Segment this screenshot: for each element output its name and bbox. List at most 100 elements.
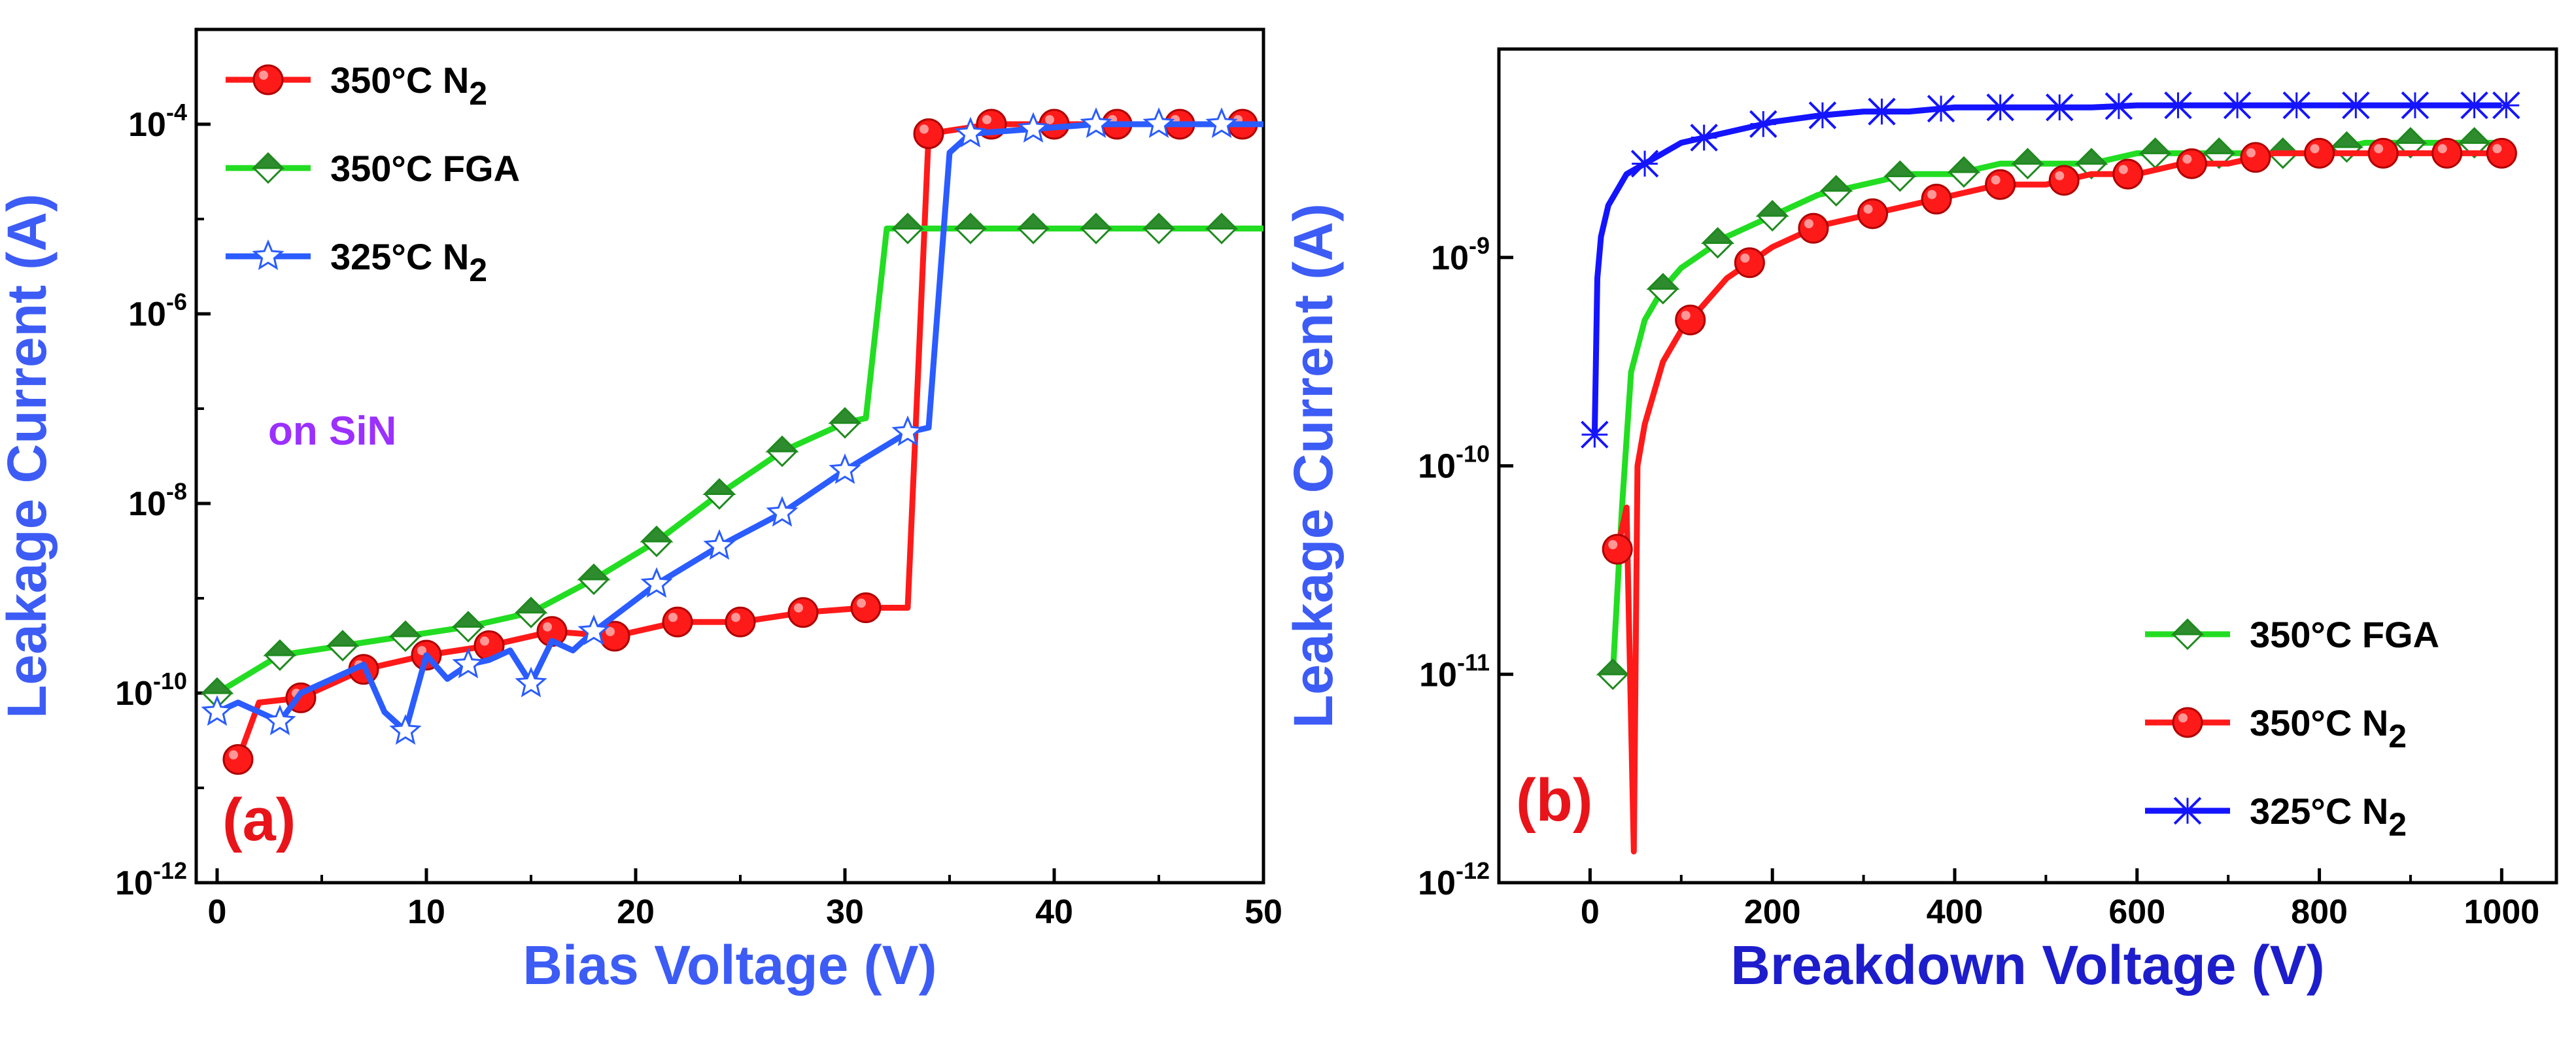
panel-b-y-tick-exp: -12 (1456, 857, 1490, 884)
panel-b-legend-marker-top (2171, 618, 2205, 636)
panel-b-data-point (2394, 127, 2428, 159)
panel-b-data-point-shine (2246, 148, 2256, 158)
panel-b-data-point (1947, 156, 1981, 188)
panel-b-chart: 0 200 400 600 800 100010-1210-1110-1010-9Brea… (1282, 47, 2558, 996)
panel-b-data-point-fill (2486, 137, 2517, 169)
panel-a-x-tick-label: 20 (617, 893, 655, 931)
panel-a-legend-subscript: 2 (469, 252, 487, 288)
panel-a-y-tick-exp: -12 (153, 857, 187, 884)
panel-b-data-point (2486, 137, 2517, 169)
panel-a-data-point-shine (229, 750, 238, 760)
panel-b-data-point-shine (2310, 144, 2320, 154)
panel-b-series-line (1609, 139, 2502, 675)
panel-a-legend-marker (252, 239, 284, 270)
panel-a-series-2 (200, 212, 1263, 709)
panel-b-y-tick-base: 10 (1418, 864, 1456, 902)
panel-b-data-point-top (1596, 658, 1630, 675)
panel-b-data-point-top (1755, 199, 1789, 217)
panel-a-data-point-fill (662, 606, 693, 638)
panel-b-data-point-fill (2431, 137, 2463, 169)
panel-a-x-tick-label: 10 (407, 893, 445, 931)
panel-b-data-point-fill (2048, 165, 2080, 196)
panel-a-data-point (200, 677, 234, 709)
panel-b-data-point (1883, 160, 1917, 192)
panel-b-data-point (1734, 247, 1765, 279)
panel-a-data-point-shine (480, 636, 489, 646)
panel-a-data-point-top (953, 212, 987, 230)
panel-a-y-tick-label: 10-12 (115, 857, 187, 902)
panel-a-y-tick-base: 10 (115, 864, 153, 902)
panel-a-data-point-shine (731, 613, 740, 622)
panel-b-data-point-shine (2437, 144, 2447, 154)
panel-b-data-point (1646, 273, 1680, 305)
panel-a-legend-subscript: 2 (469, 75, 487, 112)
panel-a-data-point-top (514, 596, 548, 614)
panel-a-legend-marker (252, 64, 284, 95)
panel-b-y-tick-label: 10-9 (1431, 232, 1490, 277)
panel-b-data-point (2460, 91, 2488, 120)
panel-a-data-point-top (891, 212, 925, 230)
panel-a-data-point (451, 611, 485, 643)
panel-a-data-point (891, 212, 925, 245)
panel-b-data-point (1675, 304, 1706, 335)
panel-b-data-point (1819, 175, 1853, 207)
panel-a-data-point-top (451, 611, 485, 628)
panel-b-data-point (1986, 94, 2014, 122)
panel-b-data-point (2342, 91, 2370, 120)
panel-b-legend-marker (2172, 707, 2203, 738)
panel-b-x-tick-label: 0 (1581, 893, 1600, 931)
panel-a-data-point (1016, 212, 1050, 245)
panel-b-x-tick-label: 800 (2291, 893, 2348, 931)
panel-a-data-point-top (765, 435, 799, 452)
panel-a-data-point-fill (787, 597, 819, 628)
panel-a-y-tick-base: 10 (128, 485, 166, 523)
panel-b-y-tick-label: 10-10 (1418, 441, 1490, 486)
panel-a-data-point (201, 695, 233, 726)
panel-b-data-point-top (2394, 127, 2428, 144)
panel-b-data-point (1690, 124, 1718, 152)
panel-b-data-point (2202, 137, 2236, 169)
panel-a-data-point-fill (913, 118, 944, 149)
panel-a-y-tick-label: 10-8 (128, 478, 187, 523)
panel-b-data-point (2164, 91, 2192, 120)
panel-b-data-point (2223, 91, 2252, 120)
panel-b-data-point (2138, 137, 2172, 169)
panel-b-y-tick-label: 10-12 (1418, 857, 1490, 902)
panel-a-data-point-shine (668, 613, 678, 622)
panel-a-data-point-top (828, 407, 862, 424)
panel-a-data-point-shine (794, 603, 803, 613)
panel-a-data-point-top (263, 639, 297, 656)
panel-a-y-tick-base: 10 (128, 106, 166, 144)
panel-a-data-point (1017, 112, 1050, 143)
panel-b-data-point (2282, 91, 2310, 120)
panel-a-data-point (765, 435, 799, 468)
panel-a-data-point-shine (417, 646, 426, 655)
panel-a-data-point (787, 597, 819, 628)
panel-b-data-point-shine (1740, 253, 1750, 263)
panel-b-data-point-top (1819, 175, 1853, 192)
panel-a-frame (194, 27, 1265, 885)
panel-a-data-point (1205, 107, 1238, 138)
panel-b-data-point (1927, 94, 1955, 123)
panel-a-legend-label: 350°C FGA (330, 148, 520, 189)
panel-b-data-point (2240, 142, 2271, 173)
panel-a-data-point-fill (850, 592, 882, 623)
panel-b-data-point-shine (1608, 540, 1618, 549)
panel-b-data-point-top (1700, 227, 1735, 244)
panel-a-legend-text: 325°C N (330, 236, 469, 277)
panel-b-data-point (2112, 158, 2144, 190)
panel-a-panel-label: (a) (222, 787, 296, 853)
panel-b-data-point-shine (1991, 175, 2001, 185)
panel-a-data-point (515, 666, 547, 698)
panel-a-data-point (222, 744, 254, 775)
panel-a-data-point (703, 529, 736, 560)
panel-b-data-point-fill (2367, 137, 2399, 169)
panel-a-data-point-shine (982, 115, 991, 124)
panel-b-data-point-shine (2055, 171, 2065, 180)
panel-b-data-point-top (1947, 156, 1981, 173)
panel-b-data-point (2010, 148, 2045, 180)
panel-b-data-point (1808, 101, 1837, 129)
panel-a-data-point-shine (543, 622, 552, 632)
panel-b-data-point (1602, 534, 1633, 565)
